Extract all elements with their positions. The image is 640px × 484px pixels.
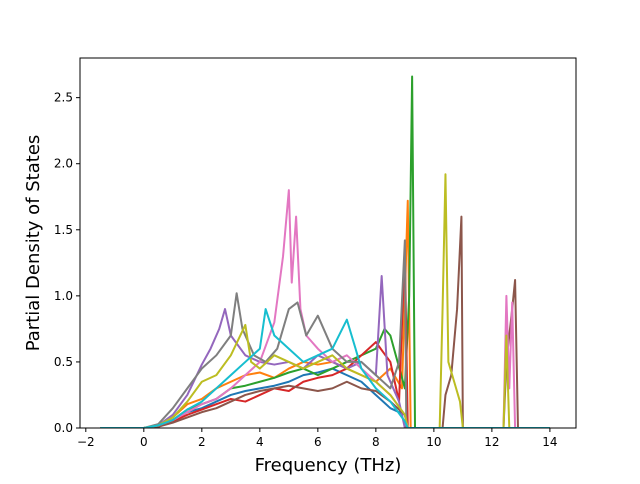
x-tick-label: 10 <box>426 435 441 449</box>
pdos-series-line-6 <box>100 215 550 428</box>
y-tick-label: 1.0 <box>54 289 73 303</box>
y-tick-label: 2.5 <box>54 91 73 105</box>
x-tick-label: 4 <box>256 435 264 449</box>
x-tick-label: 0 <box>140 435 148 449</box>
y-tick-label: 0.0 <box>54 421 73 435</box>
pdos-series-line-5 <box>100 275 550 428</box>
x-axis-label: Frequency (THz) <box>255 455 402 476</box>
y-tick-label: 2.0 <box>54 157 73 171</box>
y-tick-label: 0.5 <box>54 355 73 369</box>
y-axis-label: Partial Density of States <box>23 135 44 352</box>
x-axis-ticks: −2 0 2 4 6 8 10 12 14 <box>77 428 558 449</box>
pdos-series-line-4 <box>100 248 550 428</box>
plot-frame <box>79 57 577 429</box>
x-tick-label: 12 <box>484 435 499 449</box>
pdos-series-line-7 <box>100 189 550 428</box>
x-tick-label: 6 <box>314 435 322 449</box>
x-tick-label: 14 <box>542 435 557 449</box>
y-axis-ticks: 0.0 0.5 1.0 1.5 2.0 2.5 <box>54 91 80 435</box>
series-layer <box>100 75 550 428</box>
pdos-series-line-8 <box>100 239 550 428</box>
x-tick-label: 8 <box>372 435 380 449</box>
x-tick-label: −2 <box>77 435 95 449</box>
pdos-series-line-10 <box>100 308 550 428</box>
x-tick-label: 2 <box>198 435 206 449</box>
pdos-series-line-9 <box>100 173 550 428</box>
y-tick-label: 1.5 <box>54 223 73 237</box>
